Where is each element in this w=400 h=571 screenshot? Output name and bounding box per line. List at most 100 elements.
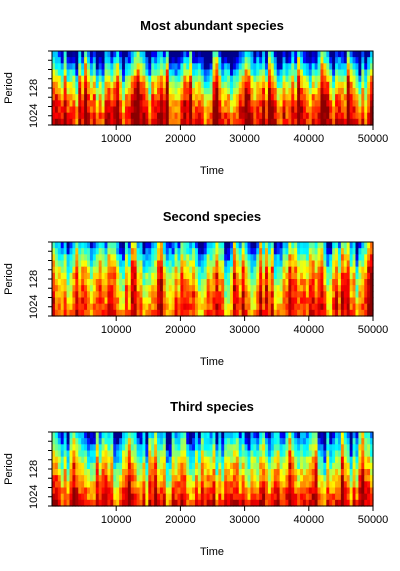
heatmap-cell xyxy=(291,63,295,71)
heatmap-cell xyxy=(361,297,365,305)
heatmap-cell xyxy=(127,462,132,470)
heatmap-cell xyxy=(273,309,278,317)
heatmap-cell xyxy=(89,266,94,274)
heatmap-cell xyxy=(119,456,123,464)
heatmap-cell xyxy=(75,291,79,299)
heatmap-cell xyxy=(279,279,284,286)
heatmap-cell xyxy=(162,69,167,77)
heatmap-cell xyxy=(247,57,252,64)
heatmap-cell xyxy=(89,493,94,501)
heatmap-cell xyxy=(317,309,322,317)
heatmap-cell xyxy=(224,242,228,249)
heatmap-cell xyxy=(294,106,298,114)
heatmap-cell xyxy=(358,462,362,470)
heatmap-cell xyxy=(186,303,190,311)
heatmap-cell xyxy=(279,309,284,317)
heatmap-cell xyxy=(218,88,222,95)
heatmap-cell xyxy=(52,260,56,268)
heatmap-cell xyxy=(110,297,114,305)
heatmap-cell xyxy=(57,51,62,58)
heatmap-cell xyxy=(291,242,295,249)
heatmap-cell xyxy=(343,242,348,249)
heatmap-cell xyxy=(52,462,56,470)
heatmap-cell xyxy=(250,309,254,317)
heatmap-cell xyxy=(87,94,91,101)
heatmap-cell xyxy=(78,469,82,476)
heatmap-cell xyxy=(247,297,252,305)
heatmap-cell xyxy=(212,444,217,452)
heatmap-cell xyxy=(308,279,313,286)
heatmap-cell xyxy=(113,81,117,89)
heatmap-cell xyxy=(78,487,82,495)
heatmap-cell xyxy=(124,63,129,71)
heatmap-cell xyxy=(165,462,170,470)
heatmap-cell xyxy=(122,481,126,489)
heatmap-cell xyxy=(186,499,190,507)
heatmap-cell xyxy=(346,112,351,120)
heatmap-cell xyxy=(60,106,65,114)
heatmap-cell xyxy=(265,81,269,89)
heatmap-cell xyxy=(84,88,88,95)
heatmap-cell xyxy=(113,75,117,83)
heatmap-cell xyxy=(340,112,345,120)
heatmap-cell xyxy=(159,106,164,114)
heatmap-cell xyxy=(291,309,295,317)
heatmap-cell xyxy=(308,81,313,89)
heatmap-cell xyxy=(162,444,167,452)
heatmap-cell xyxy=(159,432,164,439)
heatmap-cell xyxy=(370,487,374,495)
heatmap-cell xyxy=(215,469,219,476)
heatmap-cell xyxy=(116,279,120,286)
heatmap-cell xyxy=(244,248,249,255)
heatmap-cell xyxy=(72,248,76,255)
heatmap-cell xyxy=(151,118,155,126)
heatmap-cell xyxy=(209,81,214,89)
heatmap-cell xyxy=(194,481,199,489)
heatmap-cell xyxy=(104,481,109,489)
heatmap-cell xyxy=(142,487,146,495)
heatmap-cell xyxy=(165,456,170,464)
heatmap-cell xyxy=(66,309,71,317)
heatmap-cell xyxy=(98,438,103,445)
heatmap-cell xyxy=(69,254,74,262)
heatmap-cell xyxy=(253,100,257,108)
heatmap-cell xyxy=(159,462,164,470)
heatmap-cell xyxy=(227,254,231,262)
heatmap-cell xyxy=(212,475,217,482)
heatmap-cell xyxy=(270,242,275,249)
heatmap-cell xyxy=(75,69,79,77)
heatmap-cell xyxy=(130,291,135,299)
heatmap-cell xyxy=(197,285,202,292)
heatmap-cell xyxy=(122,487,126,495)
heatmap-cell xyxy=(323,309,327,317)
heatmap-cell xyxy=(349,88,354,95)
heatmap-cell xyxy=(282,57,287,64)
heatmap-cell xyxy=(119,291,123,299)
heatmap-cell xyxy=(326,291,330,299)
heatmap-cell xyxy=(124,297,129,305)
heatmap-cell xyxy=(104,254,109,262)
heatmap-cell xyxy=(247,63,252,71)
heatmap-cell xyxy=(305,481,310,489)
heatmap-cell xyxy=(63,75,68,83)
heatmap-cell xyxy=(206,481,211,489)
heatmap-cell xyxy=(270,456,275,464)
heatmap-cell xyxy=(346,106,351,114)
heatmap-cell xyxy=(57,88,62,95)
heatmap-cell xyxy=(66,456,71,464)
heatmap-cell xyxy=(367,297,371,305)
heatmap-cell xyxy=(54,88,59,95)
heatmap-cell xyxy=(192,260,196,268)
heatmap-cell xyxy=(256,57,260,64)
heatmap-cell xyxy=(337,118,342,126)
heatmap-cell xyxy=(282,285,287,292)
heatmap-cell xyxy=(370,462,374,470)
heatmap-cell xyxy=(189,450,193,458)
heatmap-cell xyxy=(87,481,91,489)
heatmap-cell xyxy=(235,94,240,101)
heatmap-cell xyxy=(89,242,94,249)
heatmap-cell xyxy=(232,88,237,95)
heatmap-cell xyxy=(329,285,333,292)
heatmap-cell xyxy=(78,297,82,305)
heatmap-cell xyxy=(209,94,214,101)
